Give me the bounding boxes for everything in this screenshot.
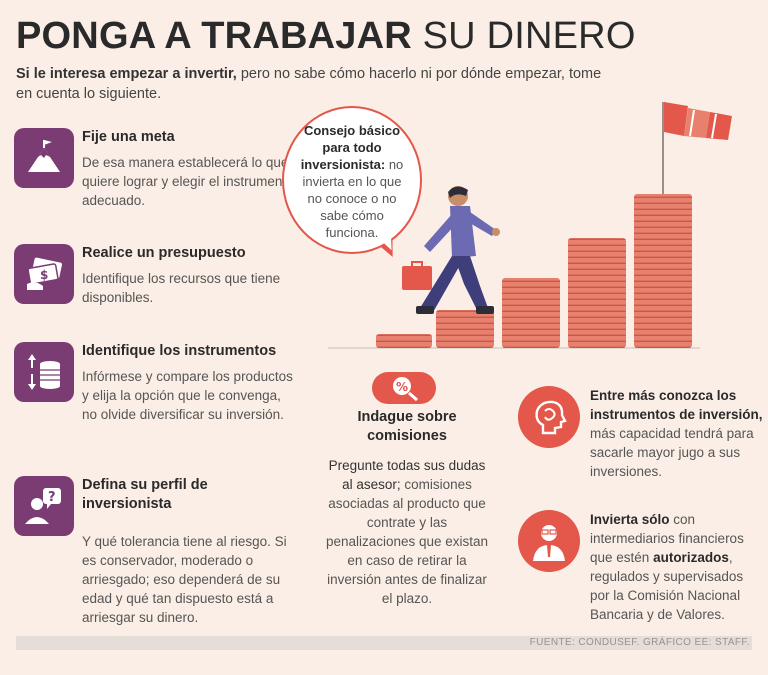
- tip-fees: % Indague sobre comisiones Pregunte toda…: [322, 372, 492, 608]
- tip-body: De esa manera establecerá lo que quiere …: [82, 155, 294, 208]
- coin-stack: [436, 310, 494, 348]
- tip-body: Entre más conozca los instrumentos de in…: [590, 388, 763, 479]
- page-title: PONGA A TRABAJAR SU DINERO: [16, 15, 636, 57]
- coin-stairs-illustration: [328, 102, 732, 349]
- tip-title: Fije una meta: [82, 129, 175, 145]
- intro-text: Si le interesa empezar a invertir, pero …: [16, 66, 602, 102]
- coin-stack: [376, 334, 432, 348]
- coin-stack: [502, 278, 560, 348]
- coin-stack: [568, 238, 626, 348]
- tip-body: Pregunte todas sus dudas al asesor; comi…: [325, 458, 489, 606]
- tip-body: Identifique los recursos que tiene dispo…: [82, 271, 281, 305]
- source-credit: FUENTE: CONDUSEF. GRÁFICO EE: STAFF.: [529, 637, 750, 648]
- tip-title: Identifique los instrumentos: [82, 343, 277, 359]
- tip-body: Y qué tolerancia tiene al riesgo. Si es …: [82, 534, 287, 625]
- svg-text:$: $: [40, 268, 48, 282]
- tip-title: Indague sobre comisiones: [357, 409, 457, 444]
- advice-bubble: Consejo básico para todo inversionista: …: [282, 106, 422, 254]
- svg-text:?: ?: [48, 490, 56, 505]
- head-profile-icon: [518, 386, 580, 448]
- svg-text:%: %: [396, 380, 408, 394]
- coins-chart-icon: [14, 342, 74, 402]
- money-bills-icon: $: [14, 244, 74, 304]
- tip-body: Invierta sólo con intermediarios financi…: [590, 512, 744, 622]
- mountain-flag-icon: [14, 128, 74, 188]
- percent-magnifier-icon: %: [372, 372, 436, 404]
- tip-body: Infórmese y compare los productos y elij…: [82, 369, 293, 422]
- advisor-person-icon: [518, 510, 580, 572]
- footer-bar: [16, 636, 752, 650]
- coin-stack: [634, 194, 692, 348]
- investor-figure: [402, 186, 500, 314]
- tip-title: Realice un presupuesto: [82, 245, 246, 261]
- flag-icon: [662, 102, 732, 194]
- tip-title: Defina su perfil de inversionista: [82, 477, 208, 512]
- person-question-icon: ?: [14, 476, 74, 536]
